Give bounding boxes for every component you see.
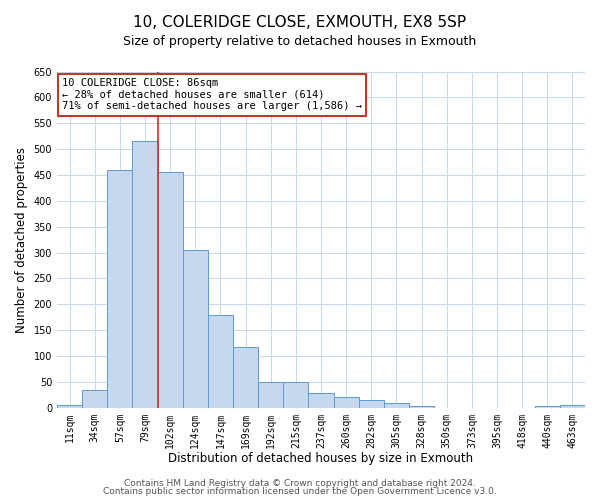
Bar	[158, 172, 183, 408]
Bar	[334, 398, 359, 407]
Text: Contains HM Land Registry data © Crown copyright and database right 2024.: Contains HM Land Registry data © Crown c…	[124, 478, 476, 488]
Bar	[183, 250, 208, 408]
Text: 10 COLERIDGE CLOSE: 86sqm
← 28% of detached houses are smaller (614)
71% of semi: 10 COLERIDGE CLOSE: 86sqm ← 28% of detac…	[62, 78, 362, 112]
Bar	[535, 406, 560, 407]
Y-axis label: Number of detached properties: Number of detached properties	[15, 146, 28, 332]
Bar	[384, 403, 409, 407]
Text: Size of property relative to detached houses in Exmouth: Size of property relative to detached ho…	[124, 35, 476, 48]
Bar	[82, 390, 107, 407]
Bar	[57, 405, 82, 407]
Bar	[233, 346, 258, 408]
X-axis label: Distribution of detached houses by size in Exmouth: Distribution of detached houses by size …	[169, 452, 473, 465]
Bar	[359, 400, 384, 407]
Text: 10, COLERIDGE CLOSE, EXMOUTH, EX8 5SP: 10, COLERIDGE CLOSE, EXMOUTH, EX8 5SP	[133, 15, 467, 30]
Bar	[208, 314, 233, 408]
Bar	[283, 382, 308, 407]
Bar	[133, 142, 158, 408]
Bar	[107, 170, 133, 408]
Bar	[560, 405, 585, 407]
Text: Contains public sector information licensed under the Open Government Licence v3: Contains public sector information licen…	[103, 487, 497, 496]
Bar	[258, 382, 283, 407]
Bar	[409, 406, 434, 407]
Bar	[308, 393, 334, 407]
